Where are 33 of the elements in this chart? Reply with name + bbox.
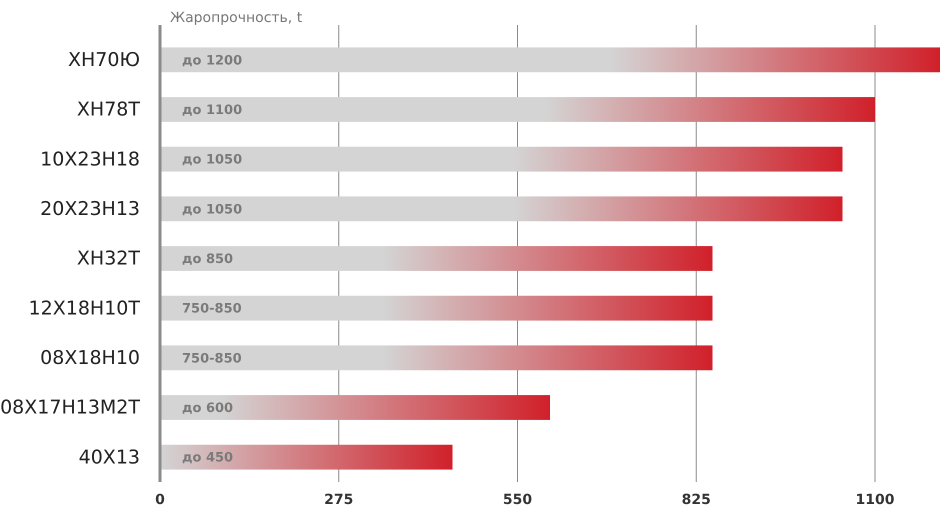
y-tick-label: ХН32Т <box>76 248 140 270</box>
x-tick-label: 0 <box>155 492 166 508</box>
data-label: до 1200 <box>182 53 242 68</box>
y-tick-label: 12Х18Н10Т <box>28 297 140 320</box>
data-label: до 600 <box>182 401 234 416</box>
data-label: до 850 <box>182 252 234 268</box>
data-label: до 1050 <box>182 202 242 218</box>
y-tick-label: 08Х17Н13М2Т <box>0 396 140 419</box>
bar <box>160 246 712 271</box>
bar <box>160 395 550 420</box>
bar <box>160 296 712 321</box>
x-tick-label: 275 <box>324 492 354 508</box>
bar <box>160 444 452 470</box>
x-tick-label: 1100 <box>856 492 895 508</box>
y-tick-label: ХН78Т <box>76 98 140 121</box>
x-tick-label: 825 <box>682 492 711 508</box>
data-label: до 1100 <box>182 103 242 118</box>
bar <box>160 196 842 222</box>
x-axis-title: Жаропрочность, t <box>170 10 303 26</box>
y-tick-label: 40Х13 <box>78 446 140 468</box>
data-label: до 450 <box>182 450 234 466</box>
bar <box>160 97 875 122</box>
x-tick-label: 550 <box>502 492 532 508</box>
data-label: 750-850 <box>182 351 242 366</box>
bar <box>160 47 940 72</box>
bar <box>160 345 712 370</box>
data-label: до 1050 <box>182 152 242 168</box>
data-label: 750-850 <box>182 302 242 317</box>
y-tick-label: 20Х23Н13 <box>40 198 140 220</box>
y-tick-label: ХН70Ю <box>68 48 140 71</box>
bar <box>160 146 842 172</box>
y-tick-label: 08Х18Н10 <box>40 346 140 369</box>
y-tick-label: 10Х23Н18 <box>40 148 140 170</box>
